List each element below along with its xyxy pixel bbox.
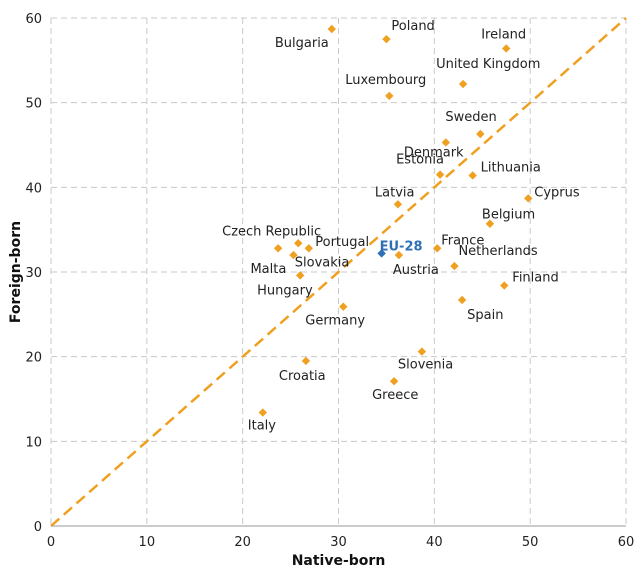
data-point-label: Finland — [512, 271, 558, 286]
x-tick-label: 30 — [330, 535, 347, 550]
data-point-label: Hungary — [257, 283, 313, 298]
x-tick-label: 40 — [426, 535, 443, 550]
data-point-marker — [500, 281, 509, 290]
reference-line-layer — [50, 17, 627, 527]
data-point-marker — [458, 79, 468, 89]
x-tick-label: 20 — [234, 535, 251, 550]
data-point-label: Cyprus — [534, 185, 580, 200]
data-point-label: Belgium — [482, 208, 535, 223]
data-point-label: Ireland — [481, 27, 526, 42]
data-point-marker — [294, 239, 303, 248]
data-point-label: Malta — [250, 262, 286, 277]
y-tick-label: 10 — [25, 435, 42, 450]
data-point-label: Estonia — [396, 153, 444, 168]
x-tick-label: 50 — [522, 535, 539, 550]
data-point-marker — [389, 377, 399, 386]
data-point-label: Croatia — [279, 369, 326, 384]
data-point-marker — [394, 250, 404, 260]
data-point-marker — [417, 347, 427, 356]
data-point-marker — [273, 244, 283, 253]
label-layer: Bulgaria Poland Ireland United Kingdom Luxem… — [222, 19, 580, 433]
data-point-marker — [382, 34, 391, 44]
data-point-marker — [289, 250, 298, 260]
data-point-label: EU-28 — [380, 239, 423, 254]
parity-line — [50, 17, 627, 527]
data-point-label: Spain — [467, 308, 503, 323]
data-point-label: France — [441, 233, 484, 248]
data-point-label: Czech Republic — [222, 224, 321, 239]
data-point-label: Bulgaria — [275, 36, 329, 51]
y-tick-label: 40 — [25, 181, 42, 196]
data-point-marker — [301, 356, 311, 366]
data-point-marker — [295, 271, 305, 280]
data-point-marker — [339, 302, 348, 311]
data-point-label: United Kingdom — [436, 57, 540, 72]
data-point-marker — [524, 194, 533, 203]
data-point-label: Luxembourg — [345, 73, 426, 88]
y-tick-label: 30 — [25, 266, 42, 281]
data-point-label: Lithuania — [481, 160, 541, 175]
y-tick-label: 20 — [25, 351, 42, 366]
data-point-label: Germany — [305, 314, 365, 329]
data-point-label: Denmark — [404, 145, 464, 160]
data-point-marker — [476, 129, 485, 139]
x-tick-label: 10 — [139, 535, 156, 550]
data-point-label: Poland — [391, 19, 434, 34]
data-point-label: Austria — [393, 263, 439, 278]
data-point-marker — [327, 24, 336, 34]
data-point-label: Greece — [372, 388, 418, 403]
data-point-marker — [450, 261, 459, 271]
data-point-label: Sweden — [445, 110, 496, 125]
data-point-marker — [377, 249, 386, 258]
data-point-label: Latvia — [375, 185, 415, 200]
axis-layer: 0 10 20 30 40 50 60 0 10 20 30 40 50 60 — [25, 12, 634, 550]
data-point-marker — [433, 244, 442, 253]
data-point-marker — [502, 44, 511, 53]
y-tick-label: 0 — [34, 520, 42, 535]
y-tick-label: 60 — [25, 12, 42, 27]
point-layer — [258, 24, 533, 417]
x-tick-label: 60 — [618, 535, 634, 550]
data-point-marker — [385, 91, 394, 101]
y-tick-label: 50 — [25, 97, 42, 112]
data-point-marker — [441, 138, 451, 147]
data-point-label: Portugal — [315, 235, 369, 250]
x-axis-title: Native-born — [292, 553, 386, 569]
data-point-marker — [485, 219, 495, 228]
data-point-label: Italy — [248, 419, 277, 434]
x-tick-label: 0 — [47, 535, 55, 550]
data-point-marker — [393, 200, 403, 209]
y-axis-title: Foreign-born — [8, 221, 24, 323]
data-point-marker — [258, 408, 267, 417]
data-point-label: Netherlands — [458, 244, 537, 259]
data-point-marker — [457, 295, 467, 305]
data-point-marker — [435, 170, 445, 179]
data-point-marker — [468, 171, 477, 180]
data-point-label: Slovakia — [295, 255, 350, 270]
data-point-marker — [304, 244, 313, 253]
data-point-label: Slovenia — [398, 358, 453, 373]
